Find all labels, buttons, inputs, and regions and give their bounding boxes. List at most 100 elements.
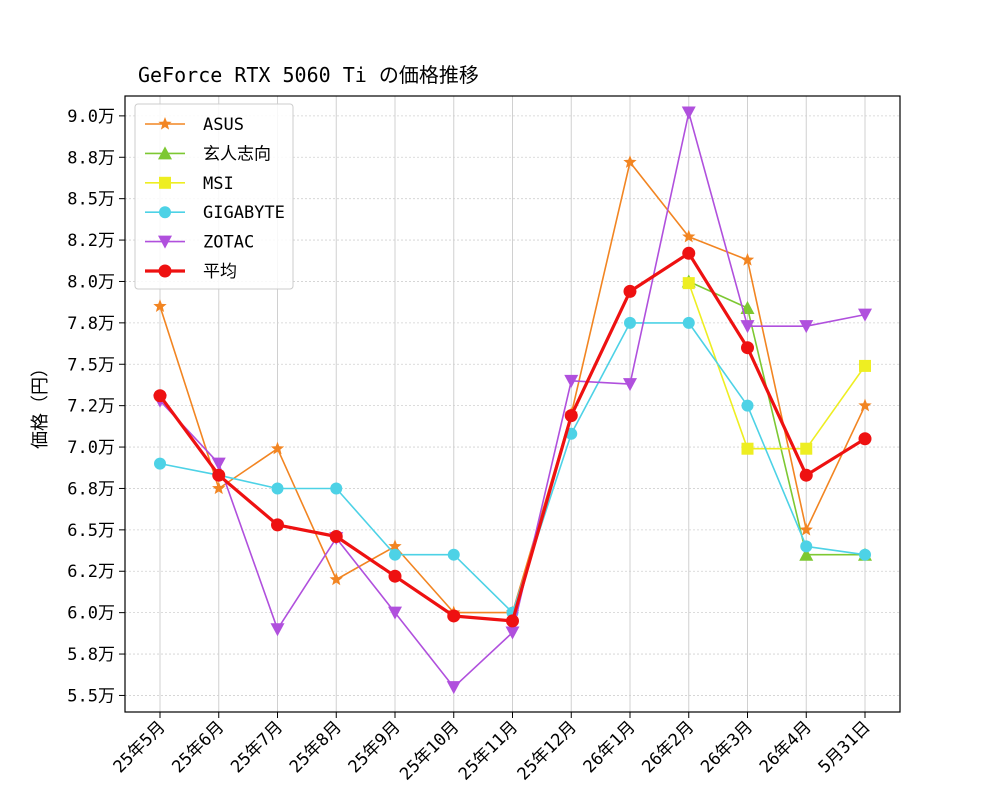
- legend-marker: [159, 206, 171, 219]
- data-point: [682, 229, 696, 243]
- series-1: [681, 274, 872, 561]
- legend-entry: GIGABYTE: [145, 203, 285, 223]
- legend-label: ZOTAC: [203, 233, 254, 253]
- x-tick-label: 26年1月: [580, 717, 640, 777]
- data-point: [741, 341, 754, 355]
- data-point: [271, 518, 284, 532]
- x-tick-label: 25年7月: [227, 717, 287, 777]
- legend-entry: 玄人志向: [145, 144, 271, 164]
- x-tick-label: 25年9月: [345, 717, 405, 777]
- legend-entry: MSI: [145, 174, 234, 194]
- series-lines: [153, 106, 872, 695]
- data-point: [623, 155, 637, 168]
- data-point: [270, 623, 285, 637]
- data-point: [447, 548, 460, 561]
- data-point: [799, 320, 814, 334]
- data-point: [858, 308, 872, 322]
- y-tick-label: 8.5万: [67, 190, 115, 210]
- data-point: [211, 457, 226, 471]
- y-tick-label: 7.2万: [67, 397, 115, 417]
- data-point: [329, 572, 343, 586]
- data-point: [212, 468, 226, 482]
- y-tick-label: 6.5万: [67, 521, 115, 541]
- data-point: [800, 540, 813, 553]
- legend-marker: [158, 117, 172, 130]
- x-tick-label: 26年2月: [638, 717, 698, 777]
- series-line: [688, 280, 865, 556]
- legend-label: 平均: [203, 262, 237, 282]
- data-point: [153, 299, 167, 312]
- data-point: [682, 277, 695, 290]
- data-point: [859, 359, 871, 372]
- y-tick-label: 8.0万: [67, 272, 115, 292]
- data-point: [858, 432, 872, 446]
- data-point: [858, 398, 872, 412]
- y-tick-label: 5.5万: [67, 686, 115, 706]
- legend-entry: ASUS: [145, 115, 244, 135]
- legend-marker: [159, 176, 171, 189]
- legend-label: 玄人志向: [203, 144, 271, 164]
- data-point: [506, 614, 519, 628]
- data-point: [330, 482, 343, 495]
- x-tick-label: 25年10月: [396, 717, 463, 784]
- legend-marker: [158, 264, 172, 278]
- data-point: [564, 409, 578, 423]
- data-point: [388, 539, 402, 553]
- data-point: [681, 106, 696, 120]
- y-tick-label: 5.8万: [67, 645, 115, 665]
- data-point: [799, 547, 814, 561]
- data-point: [624, 316, 636, 329]
- data-point: [799, 522, 813, 536]
- data-point: [740, 252, 755, 266]
- data-point: [740, 320, 755, 334]
- legend-label: GIGABYTE: [203, 203, 285, 223]
- y-tick-label: 7.5万: [67, 355, 115, 375]
- y-tick-label: 7.8万: [67, 314, 115, 334]
- data-point: [682, 246, 696, 260]
- series-2: [682, 277, 871, 455]
- legend-box: [134, 103, 294, 290]
- data-point: [564, 374, 579, 388]
- x-tick-label: 25年8月: [286, 717, 346, 777]
- y-axis-label: 価格（円）: [30, 359, 51, 449]
- y-tick-label: 8.2万: [67, 231, 115, 251]
- data-point: [271, 482, 284, 495]
- data-point: [682, 316, 695, 329]
- data-point: [741, 442, 754, 455]
- y-tick-label: 6.2万: [67, 562, 115, 582]
- data-point: [799, 468, 813, 482]
- x-tick-label: 25年5月: [110, 717, 170, 777]
- legend-entry: ZOTAC: [145, 233, 254, 253]
- data-point: [623, 284, 637, 298]
- x-tick-label: 25年6月: [168, 717, 228, 777]
- legend-label: MSI: [203, 174, 234, 194]
- data-point: [389, 548, 401, 561]
- series-5: [153, 246, 872, 628]
- data-point: [212, 481, 226, 495]
- y-tick-label: 8.8万: [67, 148, 115, 168]
- y-tick-label: 6.0万: [67, 604, 115, 624]
- x-tick-label: 5月31日: [815, 717, 875, 777]
- data-point: [859, 548, 871, 561]
- y-tick-label: 9.0万: [67, 107, 115, 127]
- data-point: [388, 606, 402, 620]
- data-point: [623, 378, 637, 392]
- data-point: [446, 681, 461, 695]
- data-point: [270, 441, 285, 455]
- data-point: [153, 389, 167, 403]
- chart-title: GeForce RTX 5060 Ti の価格推移: [138, 63, 479, 87]
- x-tick-label: 26年4月: [756, 717, 816, 777]
- legend-marker: [158, 146, 172, 160]
- data-point: [447, 609, 461, 623]
- data-point: [800, 442, 813, 455]
- legend-marker: [158, 235, 172, 249]
- data-point: [505, 626, 520, 640]
- data-point: [741, 399, 754, 412]
- legend-entry: 平均: [145, 262, 237, 282]
- x-tick-label: 25年11月: [455, 717, 522, 784]
- x-tick-label: 26年3月: [697, 717, 757, 777]
- data-point: [154, 457, 166, 470]
- legend: ASUS 玄人志向 MSI GIGABYTE ZOTAC 平均: [134, 103, 294, 290]
- y-tick-label: 7.0万: [67, 438, 115, 458]
